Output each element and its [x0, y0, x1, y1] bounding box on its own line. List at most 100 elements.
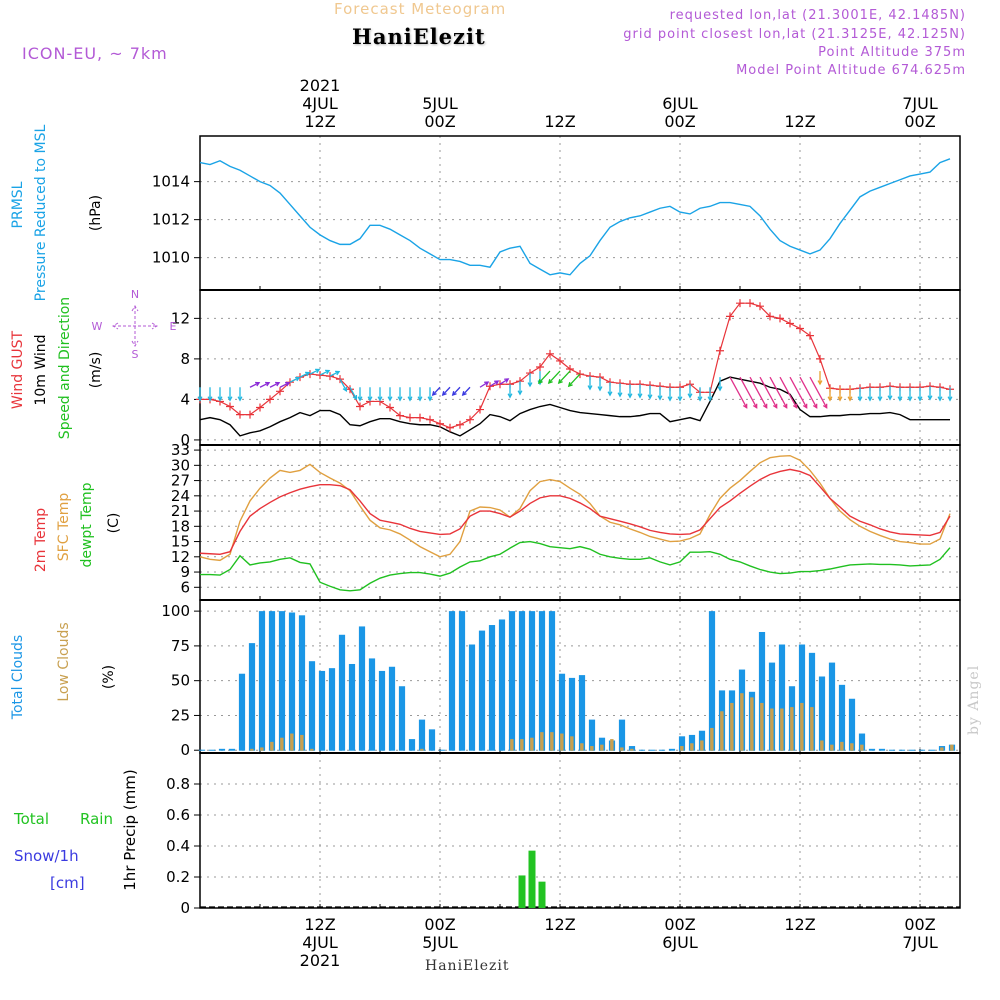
low-cloud-bar — [850, 743, 854, 751]
wind-direction-arrowhead — [687, 393, 693, 399]
wind-direction-arrowhead — [517, 390, 523, 396]
total-cloud-bar — [358, 626, 366, 751]
wind-direction-arrowhead — [707, 396, 713, 402]
wind-direction-arrowhead — [607, 391, 613, 397]
total-cloud-bar — [808, 652, 816, 751]
model-point-altitude: Model Point Altitude 674.625m — [736, 63, 966, 78]
footer-station-label: HaniElezit — [425, 958, 510, 974]
wind-direction-arrow — [462, 386, 471, 396]
rain-bar — [538, 881, 546, 908]
total-cloud-bar — [528, 611, 536, 751]
wind-gust-marker — [276, 387, 284, 396]
low-cloud-bar — [720, 711, 724, 751]
temp-2m-label: 2m Temp — [33, 508, 49, 572]
wind-direction-arrowhead — [887, 395, 893, 401]
precip-unit-label: 1hr Precip (mm) — [121, 769, 139, 890]
low-cloud-bar — [250, 748, 254, 751]
wind-gust-marker — [466, 415, 474, 424]
total-cloud-bar — [248, 643, 256, 751]
low-cloud-bar — [300, 734, 304, 751]
wind-direction-arrowhead — [441, 391, 447, 397]
wind-unit-label: (m/s) — [88, 352, 104, 389]
total-cloud-bar — [478, 630, 486, 751]
bottom-time-label: 00Z — [904, 915, 935, 934]
wind-direction-arrow — [349, 386, 357, 400]
wind-gust-marker — [546, 349, 554, 358]
y-tick-label: 21 — [171, 502, 190, 520]
wind-gust-marker — [336, 375, 344, 384]
total-cloud-bar — [228, 748, 236, 751]
wind-direction-arrow — [568, 373, 581, 387]
low-cloud-bar — [790, 707, 794, 751]
bottom-time-label: 12Z — [784, 915, 815, 934]
compass-south: S — [132, 348, 139, 361]
wind-gust-marker — [556, 356, 564, 365]
bottom-time-label: 5JUL — [422, 933, 458, 952]
low-cloud-bar — [540, 732, 544, 751]
rain-bar — [528, 850, 536, 908]
low-cloud-bar — [760, 702, 764, 751]
wind-direction-arrow — [809, 376, 828, 409]
wind-direction-arrowhead — [847, 396, 853, 402]
wind-direction-arrow — [339, 378, 347, 392]
top-time-label: 12Z — [784, 112, 815, 131]
y-tick-label: 6 — [180, 578, 190, 596]
wind-direction-arrowhead — [547, 379, 553, 385]
low-cloud-bar — [530, 737, 534, 751]
total-cloud-bar — [338, 634, 346, 751]
panel-frame — [199, 135, 961, 291]
low-cloud-bar — [680, 746, 684, 751]
dewpoint-line — [200, 540, 951, 592]
y-tick-label: 30 — [171, 456, 190, 474]
wind-direction-arrow — [259, 382, 270, 388]
model-label: ICON-EU, ~ 7km — [22, 44, 168, 63]
total-cloud-bar — [378, 670, 386, 751]
forecast-title: Forecast Meteogram — [334, 0, 507, 18]
total-cloud-bar — [448, 611, 456, 751]
wind-direction-arrowhead — [812, 403, 818, 409]
bottom-time-label: 00Z — [664, 915, 695, 934]
station-title: HaniElezit — [352, 24, 486, 49]
wind-direction-arrowhead — [352, 394, 358, 401]
wind-gust-line — [200, 302, 951, 429]
wind-direction-arrowhead — [197, 396, 203, 402]
wind-direction-arrowhead — [667, 396, 673, 402]
top-time-label: 12Z — [544, 112, 575, 131]
total-cloud-bar — [758, 631, 766, 751]
wind-direction-arrowhead — [275, 381, 281, 387]
total-cloud-bar — [578, 675, 586, 751]
top-time-label: 2021 — [300, 76, 341, 95]
top-time-label: 00Z — [904, 112, 935, 131]
low-cloud-bar — [260, 747, 264, 751]
low-cloud-bar — [270, 741, 274, 751]
y-tick-label: 50 — [171, 672, 190, 690]
panel-frame — [199, 289, 961, 446]
wind-direction-arrowhead — [762, 403, 768, 409]
wind-gust-marker — [816, 354, 824, 363]
pressure-label-prmsl: PRMSL — [10, 181, 26, 228]
low-cloud-bar — [700, 740, 704, 751]
wind-direction-arrowhead — [227, 396, 233, 402]
total-cloud-bar — [218, 748, 226, 751]
y-tick-label: 0.6 — [166, 806, 190, 824]
wind-gust-marker — [726, 312, 734, 321]
low-cloud-bar — [280, 737, 284, 751]
dewpoint-label: dewpt Temp — [79, 482, 95, 567]
top-time-label: 4JUL — [302, 94, 338, 113]
total-cloud-bar — [868, 748, 876, 751]
y-tick-label: 0.8 — [166, 775, 190, 793]
wind-direction-label: Speed and Direction — [57, 297, 73, 439]
top-time-label: 12Z — [304, 112, 335, 131]
total-cloud-bar — [368, 658, 376, 751]
wind-direction-arrow — [548, 370, 561, 384]
total-cloud-bar — [678, 736, 686, 751]
wind-gust-marker — [456, 420, 464, 429]
y-tick-label: 12 — [171, 309, 190, 327]
wind-gust-marker — [226, 402, 234, 411]
requested-coordinates: requested lon,lat (21.3001E, 42.1485N) — [669, 8, 966, 23]
total-cloud-bar — [838, 684, 846, 751]
total-cloud-bar — [668, 748, 676, 751]
wind-direction-arrowhead — [772, 403, 778, 409]
y-tick-label: 75 — [171, 637, 190, 655]
total-cloud-bar — [388, 666, 396, 751]
